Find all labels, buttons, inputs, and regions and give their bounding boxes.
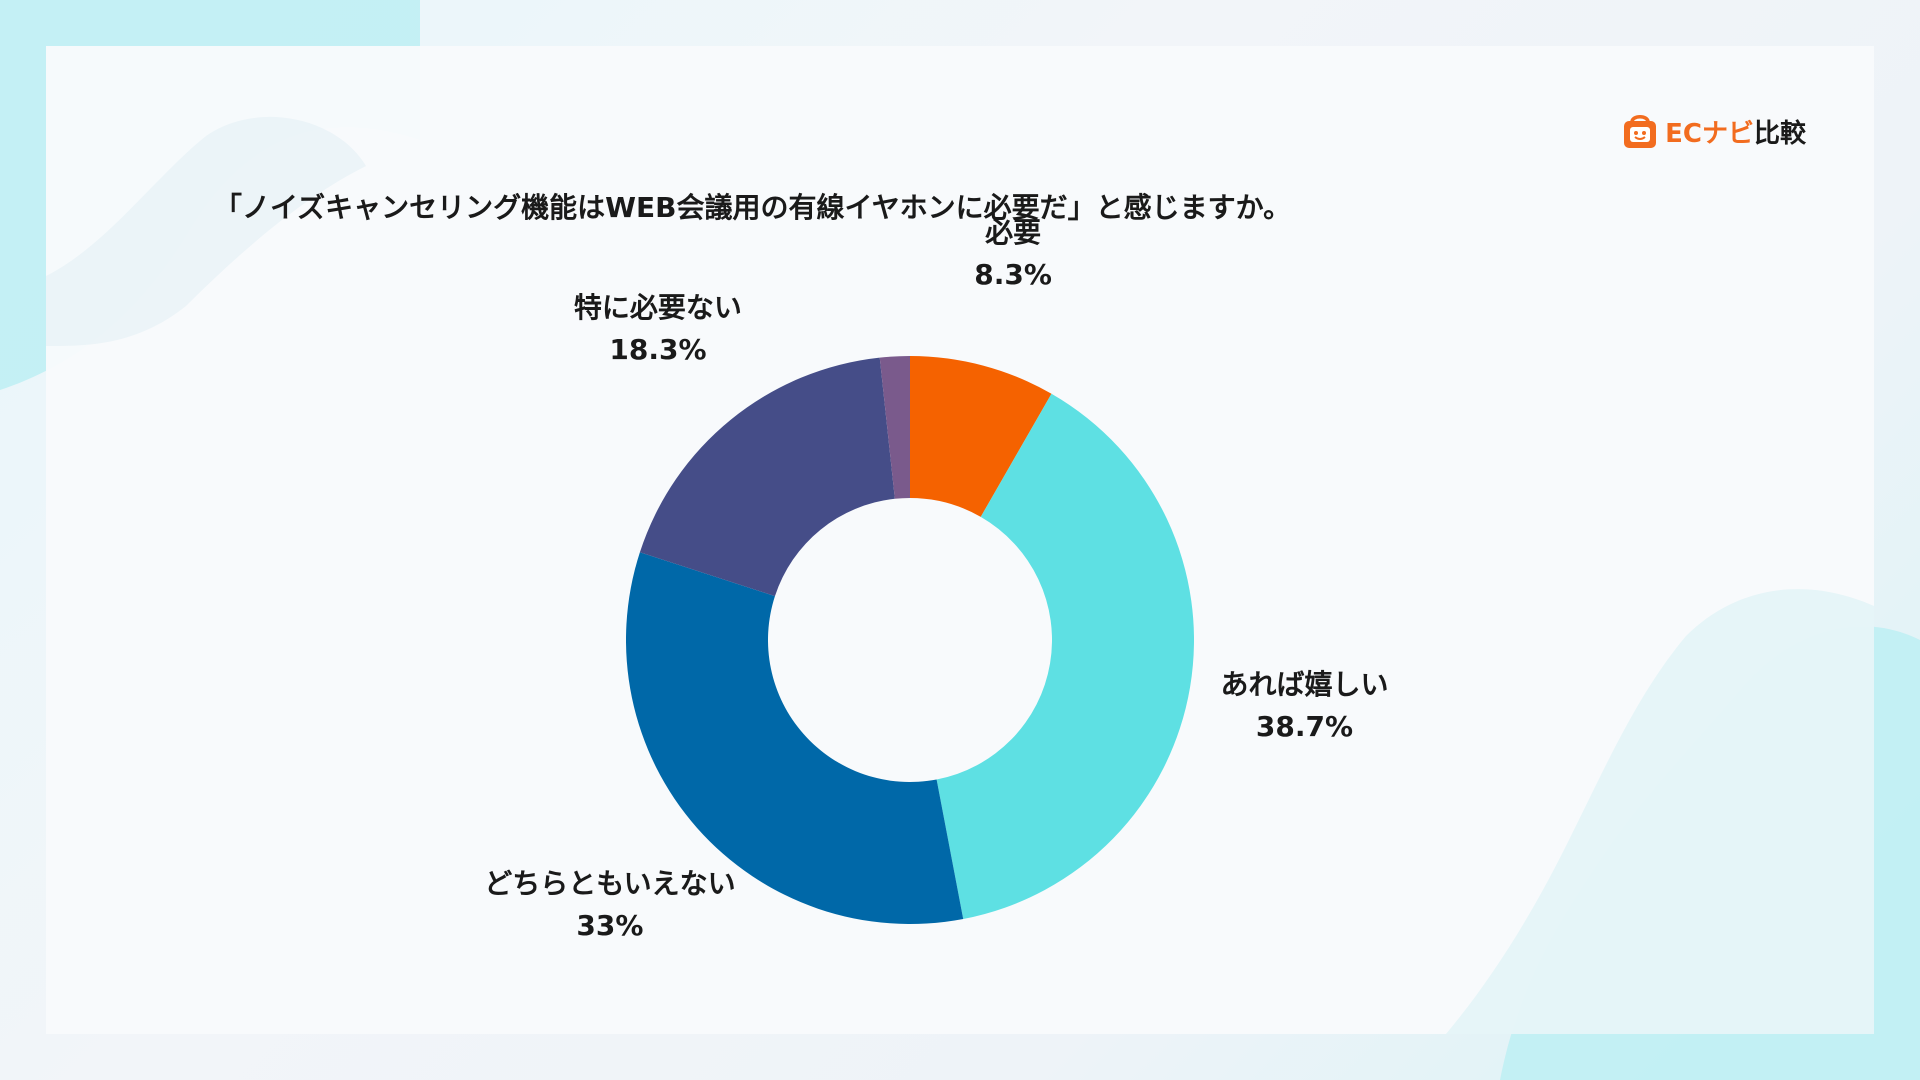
chart-card: ECナビ比較 「ノイズキャンセリング機能はWEB会議用の有線イヤホンに必要だ」と… [46,46,1874,1034]
slice-label-name: どちらともいえない [484,866,736,900]
shopping-bag-icon [1624,115,1657,148]
donut-slice-1 [936,393,1194,919]
slice-label-value: 38.7% [1255,710,1354,744]
slice-label-value: 8.3% [974,257,1052,291]
donut-slice-0 [910,356,1052,517]
ec-navi-logo: ECナビ比較 [1621,112,1806,150]
logo-wordmark: ECナビ比較 [1665,113,1806,150]
donut-slice-3 [639,357,895,597]
logo-suffix: 比較 [1753,118,1806,149]
slice-label-2: どちらともいえない 33% [484,863,735,947]
slice-label-name: あれば嬉しい [1220,668,1389,702]
slice-label-1: あれば嬉しい 38.7% [1220,664,1388,748]
donut-slice-2 [625,552,964,924]
slice-label-value: 33% [576,908,644,942]
slice-label-value: 18.3% [609,333,707,367]
chart-title: 「ノイズキャンセリング機能はWEB会議用の有線イヤホンに必要だ」と感じますか。 [214,191,1292,224]
slice-label-0: 必要 8.3% [974,212,1052,296]
slice-label-name: 必要 [985,215,1042,249]
donut-chart [625,356,1194,924]
slice-label-name: 特に必要ない [573,291,742,325]
slice-label-3: 特に必要ない 18.3% [574,287,742,371]
logo-brand: ECナビ [1665,118,1754,149]
donut-slice-4 [879,356,910,499]
